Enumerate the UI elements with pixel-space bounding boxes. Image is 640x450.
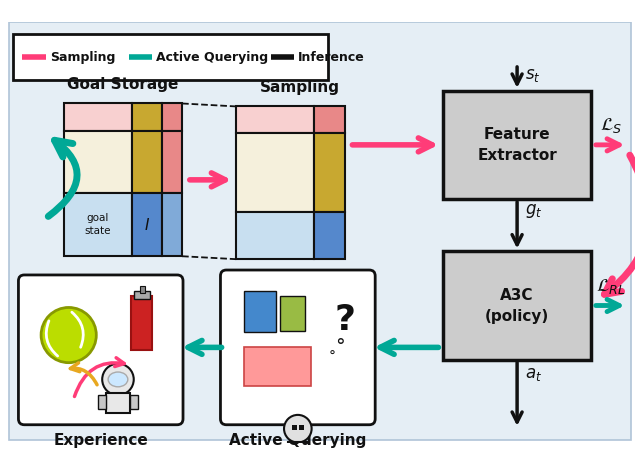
Circle shape bbox=[102, 364, 134, 395]
Bar bbox=[163, 131, 182, 193]
Text: Inference: Inference bbox=[298, 51, 365, 63]
Text: °: ° bbox=[328, 350, 335, 364]
Text: Active Querying: Active Querying bbox=[229, 432, 367, 448]
Text: Sampling: Sampling bbox=[260, 80, 340, 94]
Bar bbox=[106, 393, 130, 413]
Bar bbox=[134, 291, 150, 299]
Text: $s_t$: $s_t$ bbox=[525, 66, 541, 84]
Bar bbox=[314, 212, 344, 259]
Bar bbox=[99, 395, 106, 409]
Text: $\mathcal{L}_{RL}$: $\mathcal{L}_{RL}$ bbox=[596, 277, 625, 296]
Bar bbox=[443, 251, 591, 360]
Bar bbox=[288, 442, 308, 450]
Bar bbox=[314, 133, 344, 212]
Ellipse shape bbox=[108, 372, 128, 387]
Circle shape bbox=[41, 307, 96, 363]
Bar bbox=[64, 131, 132, 193]
Bar bbox=[64, 104, 132, 131]
FancyArrowPatch shape bbox=[72, 312, 83, 347]
Text: goal
state: goal state bbox=[84, 213, 111, 236]
Text: Sampling: Sampling bbox=[50, 51, 115, 63]
Text: Feature
Extractor: Feature Extractor bbox=[477, 127, 557, 163]
Bar bbox=[13, 35, 328, 80]
Bar bbox=[163, 104, 182, 131]
Text: $g_t$: $g_t$ bbox=[525, 202, 543, 220]
Bar bbox=[130, 395, 138, 409]
Text: ?: ? bbox=[334, 303, 355, 338]
Bar bbox=[140, 286, 145, 292]
FancyArrowPatch shape bbox=[70, 363, 97, 385]
Text: $\mathcal{L}_S$: $\mathcal{L}_S$ bbox=[600, 116, 622, 135]
Bar bbox=[236, 107, 314, 133]
Bar bbox=[314, 107, 344, 133]
Text: Active Querying: Active Querying bbox=[156, 51, 269, 63]
Circle shape bbox=[284, 415, 312, 442]
Bar bbox=[132, 104, 163, 131]
FancyArrowPatch shape bbox=[604, 155, 640, 294]
Text: $a_t$: $a_t$ bbox=[525, 365, 542, 383]
Bar bbox=[443, 90, 591, 199]
Bar bbox=[64, 193, 132, 256]
Text: Goal Storage: Goal Storage bbox=[67, 76, 179, 92]
Bar bbox=[280, 296, 305, 331]
FancyBboxPatch shape bbox=[19, 275, 183, 425]
Bar bbox=[163, 193, 182, 256]
Text: A3C
(policy): A3C (policy) bbox=[485, 288, 549, 324]
Bar bbox=[132, 131, 163, 193]
Bar bbox=[236, 212, 314, 259]
FancyArrowPatch shape bbox=[74, 358, 124, 396]
Bar bbox=[132, 193, 163, 256]
Text: Experience: Experience bbox=[53, 432, 148, 448]
Bar bbox=[244, 347, 311, 386]
FancyArrowPatch shape bbox=[48, 140, 77, 216]
Bar bbox=[131, 296, 152, 350]
Bar bbox=[244, 291, 276, 332]
Bar bbox=[299, 425, 304, 430]
FancyBboxPatch shape bbox=[220, 270, 375, 425]
Text: $I$: $I$ bbox=[144, 217, 150, 233]
Bar bbox=[292, 425, 297, 430]
Text: °: ° bbox=[335, 338, 344, 356]
Bar bbox=[4, 0, 636, 22]
Bar bbox=[236, 133, 314, 212]
FancyArrowPatch shape bbox=[46, 321, 58, 356]
